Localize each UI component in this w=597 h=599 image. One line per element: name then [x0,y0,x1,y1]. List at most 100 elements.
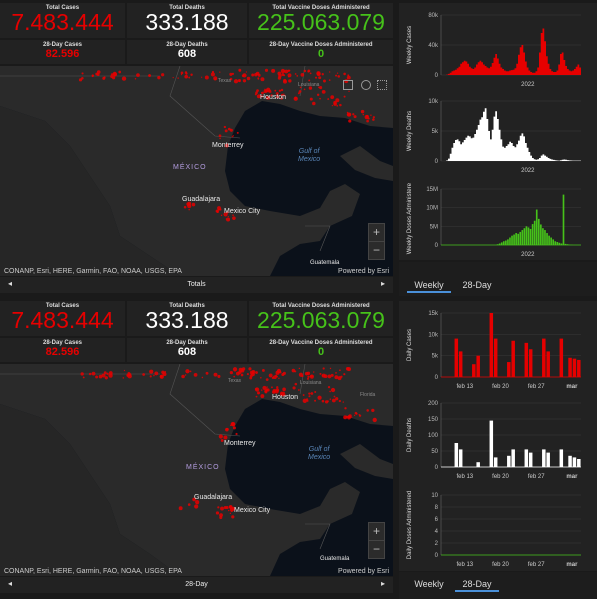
powered-by-esri[interactable]: Powered by Esri [338,268,389,275]
data-point[interactable] [464,61,466,75]
case-dot[interactable] [217,211,219,213]
bar[interactable] [542,228,544,245]
case-dot[interactable] [302,398,307,403]
case-dot[interactable] [358,414,360,416]
case-dot[interactable] [329,390,331,393]
prev-view-button[interactable]: ◂ [8,279,13,288]
case-dot[interactable] [372,417,377,423]
case-dot[interactable] [234,370,236,372]
bar[interactable] [507,362,511,377]
bar[interactable] [529,228,532,245]
case-dot[interactable] [254,387,258,391]
case-dot[interactable] [101,373,106,378]
case-dot[interactable] [328,79,331,81]
case-dot[interactable] [298,367,301,370]
data-point[interactable] [457,68,459,75]
case-dot[interactable] [293,96,298,101]
case-dot[interactable] [238,80,241,83]
bar[interactable] [507,455,511,467]
data-point[interactable] [529,152,531,161]
bar[interactable] [489,420,494,467]
data-point[interactable] [480,61,482,75]
case-dot[interactable] [372,116,375,119]
case-dot[interactable] [264,68,269,72]
data-point[interactable] [448,159,450,161]
data-point[interactable] [532,73,534,75]
data-point[interactable] [541,33,543,75]
case-dot[interactable] [218,134,222,138]
data-point[interactable] [478,62,480,75]
bar[interactable] [559,338,564,377]
case-dot[interactable] [241,367,246,371]
case-dot[interactable] [81,72,84,75]
data-point[interactable] [469,136,471,161]
case-dot[interactable] [351,416,353,418]
case-dot[interactable] [217,208,220,211]
case-dot[interactable] [276,368,282,374]
case-dot[interactable] [306,377,310,380]
case-dot[interactable] [239,69,241,72]
case-dot[interactable] [82,376,85,379]
case-dot[interactable] [331,104,333,107]
case-dot[interactable] [142,373,146,376]
case-dot[interactable] [261,389,263,391]
case-dot[interactable] [266,96,270,100]
bar[interactable] [550,237,552,245]
case-dot[interactable] [185,72,188,75]
bar[interactable] [542,449,546,467]
data-point[interactable] [564,160,566,162]
case-dot[interactable] [339,369,341,372]
case-dot[interactable] [233,79,239,84]
case-dot[interactable] [195,500,200,505]
case-dot[interactable] [246,76,251,81]
case-dot[interactable] [188,76,191,79]
data-point[interactable] [460,64,462,75]
case-dot[interactable] [323,79,326,83]
case-dot[interactable] [232,135,234,137]
data-point[interactable] [527,68,529,76]
data-point[interactable] [567,160,569,161]
data-point[interactable] [501,139,503,161]
zoom-in-button[interactable]: + [368,223,385,242]
case-dot[interactable] [268,373,273,378]
case-dot[interactable] [272,390,276,394]
case-dot[interactable] [112,72,118,77]
data-point[interactable] [537,68,539,76]
case-dot[interactable] [335,372,337,374]
case-dot[interactable] [264,389,268,393]
bar[interactable] [523,228,526,245]
case-dot[interactable] [191,202,196,207]
case-dot[interactable] [223,212,228,217]
case-dot[interactable] [96,70,101,74]
case-dot[interactable] [217,506,220,509]
case-dot[interactable] [327,98,330,101]
data-point[interactable] [555,72,557,75]
case-dot[interactable] [127,371,131,375]
bar[interactable] [476,355,480,377]
bar[interactable] [498,243,501,245]
case-dot[interactable] [260,77,265,82]
bar[interactable] [521,230,524,245]
data-point[interactable] [485,108,487,161]
data-point[interactable] [499,130,501,161]
bar[interactable] [544,230,546,245]
case-dot[interactable] [249,374,253,378]
bar[interactable] [458,351,463,377]
data-point[interactable] [487,119,489,161]
case-dot[interactable] [88,372,92,376]
map-view-2[interactable]: Texas Louisiana Florida Houston Monterre… [0,364,393,576]
bar[interactable] [502,241,505,245]
case-dot[interactable] [306,371,311,376]
case-dot[interactable] [307,375,310,379]
case-dot[interactable] [227,215,229,218]
data-point[interactable] [532,158,534,161]
case-dot[interactable] [225,427,229,432]
data-point[interactable] [565,66,567,75]
case-dot[interactable] [229,128,233,132]
data-point[interactable] [560,54,562,75]
bar[interactable] [524,342,529,377]
data-point[interactable] [497,59,499,76]
case-dot[interactable] [260,95,264,98]
case-dot[interactable] [263,89,268,94]
bar[interactable] [493,457,498,467]
